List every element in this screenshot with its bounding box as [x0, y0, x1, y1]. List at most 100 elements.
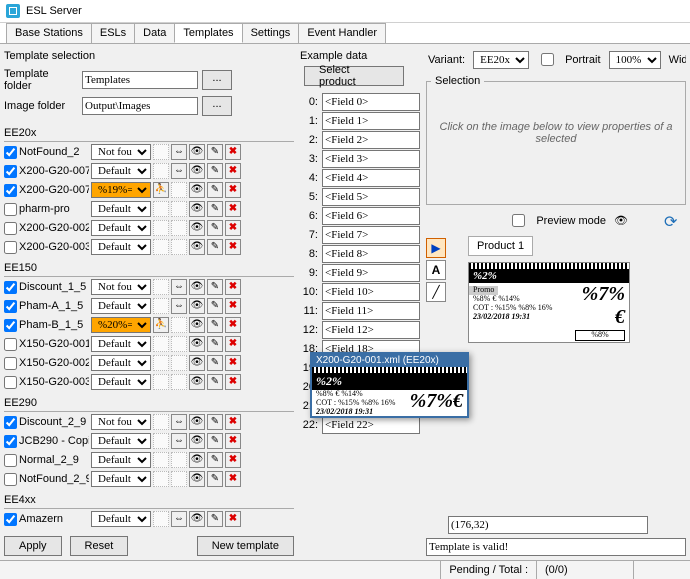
- person-icon[interactable]: ⛹: [153, 182, 169, 198]
- eye-icon[interactable]: 👁: [189, 163, 205, 179]
- field-value-input[interactable]: [322, 207, 420, 225]
- template-enable-checkbox[interactable]: [4, 203, 17, 216]
- delete-icon[interactable]: ✖: [225, 433, 241, 449]
- template-variant-select[interactable]: Default: [91, 433, 151, 449]
- eye-icon[interactable]: 👁: [189, 239, 205, 255]
- delete-icon[interactable]: ✖: [225, 220, 241, 236]
- template-enable-checkbox[interactable]: [4, 376, 17, 389]
- template-variant-select[interactable]: %19%=1: [91, 182, 151, 198]
- template-variant-select[interactable]: Not found: [91, 279, 151, 295]
- delete-icon[interactable]: ✖: [225, 355, 241, 371]
- delete-icon[interactable]: ✖: [225, 163, 241, 179]
- template-enable-checkbox[interactable]: [4, 222, 17, 235]
- delete-icon[interactable]: ✖: [225, 471, 241, 487]
- field-value-input[interactable]: [322, 93, 420, 111]
- eye-icon[interactable]: 👁: [189, 511, 205, 527]
- template-variant-select[interactable]: Not found: [91, 144, 151, 160]
- eye-icon[interactable]: 👁: [189, 336, 205, 352]
- field-value-input[interactable]: [322, 131, 420, 149]
- product-tab[interactable]: Product 1: [468, 236, 533, 256]
- delete-icon[interactable]: ✖: [225, 239, 241, 255]
- template-variant-select[interactable]: Default: [91, 298, 151, 314]
- canvas-preview[interactable]: %2% Promo %8% € %14% COT : %15% %8% 16% …: [468, 262, 630, 343]
- edit-icon[interactable]: ✎: [207, 355, 223, 371]
- person-icon[interactable]: ⛹: [153, 317, 169, 333]
- eye-icon[interactable]: 👁: [189, 471, 205, 487]
- apply-button[interactable]: Apply: [4, 536, 62, 556]
- tab-event-handler[interactable]: Event Handler: [298, 23, 386, 43]
- template-variant-select[interactable]: Default: [91, 374, 151, 390]
- edit-icon[interactable]: ✎: [207, 201, 223, 217]
- template-variant-select[interactable]: Default: [91, 336, 151, 352]
- template-variant-select[interactable]: Not found: [91, 414, 151, 430]
- eye-icon[interactable]: 👁: [189, 433, 205, 449]
- line-tool[interactable]: ╱: [426, 282, 446, 302]
- move-icon[interactable]: ⇔: [171, 163, 187, 179]
- zoom-select[interactable]: 100%: [609, 51, 661, 69]
- eye-icon[interactable]: 👁: [189, 317, 205, 333]
- edit-icon[interactable]: ✎: [207, 511, 223, 527]
- tab-base-stations[interactable]: Base Stations: [6, 23, 92, 43]
- image-folder-browse-button[interactable]: ...: [202, 96, 232, 116]
- template-enable-checkbox[interactable]: [4, 281, 17, 294]
- move-icon[interactable]: ⇔: [171, 144, 187, 160]
- edit-icon[interactable]: ✎: [207, 239, 223, 255]
- tab-esls[interactable]: ESLs: [91, 23, 135, 43]
- move-icon[interactable]: ⇔: [171, 298, 187, 314]
- template-enable-checkbox[interactable]: [4, 300, 17, 313]
- eye-icon[interactable]: 👁: [189, 201, 205, 217]
- tab-templates[interactable]: Templates: [174, 23, 242, 43]
- field-value-input[interactable]: [322, 245, 420, 263]
- field-value-input[interactable]: [322, 416, 420, 434]
- delete-icon[interactable]: ✖: [225, 452, 241, 468]
- template-variant-select[interactable]: %20%="1": [91, 317, 151, 333]
- tab-data[interactable]: Data: [134, 23, 175, 43]
- move-icon[interactable]: ⇔: [171, 279, 187, 295]
- template-enable-checkbox[interactable]: [4, 416, 17, 429]
- edit-icon[interactable]: ✎: [207, 144, 223, 160]
- edit-icon[interactable]: ✎: [207, 182, 223, 198]
- field-value-input[interactable]: [322, 321, 420, 339]
- field-value-input[interactable]: [322, 112, 420, 130]
- template-enable-checkbox[interactable]: [4, 435, 17, 448]
- edit-icon[interactable]: ✎: [207, 220, 223, 236]
- delete-icon[interactable]: ✖: [225, 201, 241, 217]
- template-enable-checkbox[interactable]: [4, 454, 17, 467]
- template-variant-select[interactable]: Default: [91, 201, 151, 217]
- edit-icon[interactable]: ✎: [207, 317, 223, 333]
- text-tool[interactable]: A: [426, 260, 446, 280]
- template-enable-checkbox[interactable]: [4, 357, 17, 370]
- template-folder-browse-button[interactable]: ...: [202, 70, 232, 90]
- move-icon[interactable]: ⇔: [171, 433, 187, 449]
- template-enable-checkbox[interactable]: [4, 184, 17, 197]
- reset-button[interactable]: Reset: [70, 536, 129, 556]
- eye-icon[interactable]: 👁: [189, 452, 205, 468]
- edit-icon[interactable]: ✎: [207, 471, 223, 487]
- preview-mode-checkbox[interactable]: [512, 214, 525, 227]
- delete-icon[interactable]: ✖: [225, 182, 241, 198]
- delete-icon[interactable]: ✖: [225, 279, 241, 295]
- template-enable-checkbox[interactable]: [4, 319, 17, 332]
- select-product-button[interactable]: Select product: [304, 66, 404, 86]
- tab-settings[interactable]: Settings: [242, 23, 300, 43]
- new-template-button[interactable]: New template: [197, 536, 294, 556]
- edit-icon[interactable]: ✎: [207, 414, 223, 430]
- field-value-input[interactable]: [322, 264, 420, 282]
- edit-icon[interactable]: ✎: [207, 433, 223, 449]
- edit-icon[interactable]: ✎: [207, 336, 223, 352]
- eye-icon[interactable]: 👁: [189, 374, 205, 390]
- portrait-checkbox[interactable]: [541, 53, 554, 66]
- template-variant-select[interactable]: Default: [91, 355, 151, 371]
- image-folder-input[interactable]: [82, 97, 198, 115]
- edit-icon[interactable]: ✎: [207, 163, 223, 179]
- template-enable-checkbox[interactable]: [4, 165, 17, 178]
- edit-icon[interactable]: ✎: [207, 374, 223, 390]
- template-enable-checkbox[interactable]: [4, 241, 17, 254]
- delete-icon[interactable]: ✖: [225, 298, 241, 314]
- edit-icon[interactable]: ✎: [207, 279, 223, 295]
- edit-icon[interactable]: ✎: [207, 452, 223, 468]
- eye-icon[interactable]: 👁: [189, 298, 205, 314]
- delete-icon[interactable]: ✖: [225, 317, 241, 333]
- variant-select[interactable]: EE20x: [473, 51, 529, 69]
- edit-icon[interactable]: ✎: [207, 298, 223, 314]
